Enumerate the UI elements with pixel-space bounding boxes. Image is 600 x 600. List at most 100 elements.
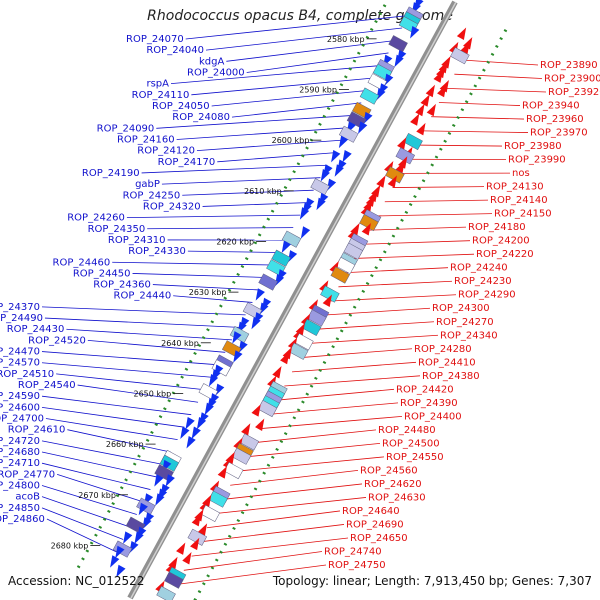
gene-arrow-shape: [155, 493, 165, 506]
gene-arrow: [300, 226, 311, 239]
gene-arrow: [287, 250, 298, 263]
gene-label-right: ROP_24270: [436, 317, 494, 328]
gene-label-left: ROP_24440: [114, 291, 172, 302]
gene-arrow-shape: [176, 542, 186, 555]
gene-arrow-shape: [138, 502, 148, 516]
gene-arrow-shape: [123, 531, 133, 544]
gene-arrow-shape: [331, 149, 341, 163]
gene-block-shape: [359, 214, 379, 232]
gene-label-left: ROP_24510: [0, 369, 54, 380]
gene-block: [343, 242, 364, 260]
genome-backbone: [127, 0, 458, 600]
right-leader-line: [276, 388, 395, 401]
left-leader-line: [41, 507, 124, 540]
gene-arrow-shape: [232, 331, 242, 344]
gene-arrow: [251, 316, 261, 330]
gene-label-left: ROP_24190: [82, 168, 140, 179]
gene-label-left: ROP_24770: [0, 469, 55, 480]
left-leader-line: [41, 362, 212, 378]
right-leader-line: [206, 510, 341, 529]
kbp-tick-label: 2640 kbp: [161, 339, 199, 348]
gene-arrow-shape: [394, 54, 404, 68]
gene-arrow: [415, 103, 425, 117]
kbp-tick-label: 2620 kbp: [216, 237, 254, 246]
gene-block: [156, 585, 176, 600]
gene-block-shape: [187, 528, 208, 546]
gene-arrow: [191, 513, 201, 527]
gene-arrow: [425, 84, 435, 98]
gene-arrow: [394, 54, 404, 68]
gene-block: [450, 47, 470, 65]
left-leader-line: [132, 273, 267, 278]
gene-block: [359, 87, 380, 105]
gene-label-left: ROP_24310: [108, 235, 166, 246]
gene-label-left: ROP_24350: [88, 224, 146, 235]
right-leader-line: [253, 429, 377, 444]
gene-label-right: ROP_24420: [396, 384, 454, 395]
gene-arrow: [123, 531, 133, 544]
gene-arrow: [272, 366, 282, 379]
gene-label-left: ROP_24370: [0, 302, 40, 313]
left-leader-line: [205, 27, 403, 51]
gene-labels: ROP_24070ROP_24040kdgAROP_24000rspAROP_2…: [0, 34, 600, 571]
gene-label-right: ROP_24690: [346, 519, 404, 530]
gene-label-left: ROP_24520: [28, 335, 86, 346]
gene-arrow: [410, 26, 420, 39]
gene-arrow-shape: [322, 294, 332, 308]
gene-block: [330, 266, 351, 284]
gene-arrow-shape: [387, 175, 397, 188]
right-leader-line: [361, 240, 471, 245]
left-leader-line: [41, 351, 219, 366]
gene-arrow-shape: [363, 111, 373, 125]
gene-arrow: [180, 426, 190, 439]
gene-arrow-shape: [134, 531, 144, 544]
gene-block-shape: [310, 178, 330, 196]
gene-arrow-shape: [190, 537, 200, 551]
left-leader-line: [141, 164, 328, 174]
gene-arrow-shape: [415, 103, 425, 117]
gene-label-left: ROP_24330: [128, 246, 186, 257]
left-leader-line: [156, 114, 355, 129]
gene-label-right: ROP_24380: [422, 371, 480, 382]
right-leader-line: [322, 307, 431, 316]
gene-arrow-shape: [142, 517, 152, 530]
gene-arrow: [280, 351, 290, 365]
gene-arrow-shape: [320, 169, 330, 182]
left-leader-line: [161, 177, 321, 185]
gene-label-left: ROP_24120: [137, 146, 195, 157]
gene-arrow-shape: [397, 137, 407, 150]
left-leader-line: [185, 15, 409, 40]
right-leader-line: [237, 456, 385, 472]
gene-arrow: [217, 466, 227, 479]
gene-label-right: ROP_24300: [432, 303, 490, 314]
gene-arrow-shape: [115, 545, 125, 559]
gene-label-right: ROP_24410: [418, 357, 476, 368]
gene-label-left: ROP_24170: [158, 157, 216, 168]
right-leader-line: [315, 321, 435, 330]
right-leader-line: [199, 524, 345, 543]
gene-arrow-shape: [376, 175, 386, 188]
left-leader-line: [46, 518, 117, 553]
gene-arrow: [420, 94, 430, 107]
gene-label-left: ROP_24450: [73, 268, 131, 279]
gene-label-left: ROP_24720: [0, 436, 40, 447]
left-leader-line: [147, 227, 294, 230]
left-leader-line: [173, 295, 253, 303]
gene-arrow: [322, 294, 332, 308]
gene-arrow-shape: [255, 288, 265, 301]
gene-label-right: ROP_23990: [508, 155, 566, 166]
right-leader-line: [431, 116, 525, 120]
gene-arrow: [316, 197, 326, 211]
right-leader-line: [230, 470, 359, 486]
left-leader-line: [41, 395, 192, 416]
left-leader-line: [77, 384, 199, 403]
gene-arrow-shape: [358, 121, 368, 134]
gene-label-left: ROP_24080: [172, 112, 230, 123]
gene-label-right: ROP_23900: [544, 74, 600, 85]
gene-arrow: [196, 416, 207, 430]
gene-block-shape: [450, 47, 470, 65]
gene-label-right: ROP_24180: [468, 222, 526, 233]
gene-block-shape: [271, 249, 291, 267]
right-leader-line: [292, 361, 417, 373]
